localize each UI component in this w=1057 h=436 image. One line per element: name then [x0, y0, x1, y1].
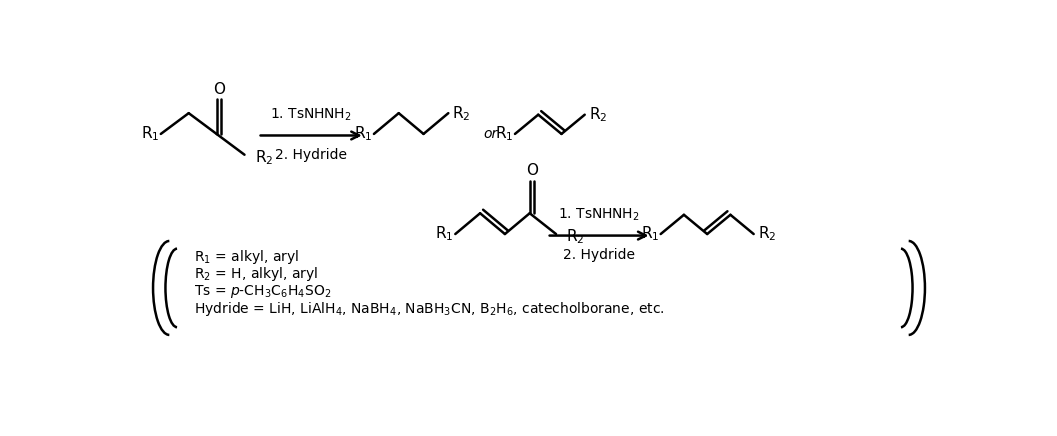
Text: R$_2$: R$_2$	[589, 106, 607, 124]
Text: O: O	[525, 164, 538, 178]
Text: R$_1$ = alkyl, aryl: R$_1$ = alkyl, aryl	[194, 248, 299, 266]
Text: or: or	[483, 127, 497, 141]
Text: R$_2$ = H, alkyl, aryl: R$_2$ = H, alkyl, aryl	[194, 266, 318, 283]
Text: 1. TsNHNH$_2$: 1. TsNHNH$_2$	[558, 207, 639, 223]
Text: 1. TsNHNH$_2$: 1. TsNHNH$_2$	[271, 106, 352, 123]
Text: Ts = $p$-CH$_3$C$_6$H$_4$SO$_2$: Ts = $p$-CH$_3$C$_6$H$_4$SO$_2$	[194, 283, 332, 300]
Text: R$_2$: R$_2$	[567, 228, 585, 246]
Text: R$_1$: R$_1$	[435, 225, 453, 243]
Text: Hydride = LiH, LiAlH$_4$, NaBH$_4$, NaBH$_3$CN, B$_2$H$_6$, catecholborane, etc.: Hydride = LiH, LiAlH$_4$, NaBH$_4$, NaBH…	[194, 300, 665, 318]
Text: R$_1$: R$_1$	[495, 125, 514, 143]
Text: O: O	[212, 82, 225, 97]
Text: R$_2$: R$_2$	[452, 104, 470, 123]
Text: R$_2$: R$_2$	[256, 149, 274, 167]
Text: R$_1$: R$_1$	[141, 125, 160, 143]
Text: 2. Hydride: 2. Hydride	[275, 148, 347, 162]
Text: R$_1$: R$_1$	[641, 225, 660, 243]
Text: R$_1$: R$_1$	[354, 125, 372, 143]
Text: 2. Hydride: 2. Hydride	[563, 248, 635, 262]
Text: R$_2$: R$_2$	[758, 225, 776, 243]
